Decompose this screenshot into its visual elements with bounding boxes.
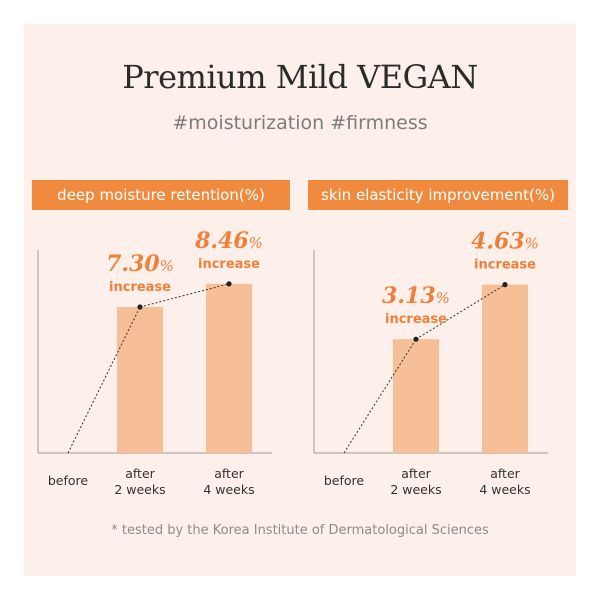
x-tick-label: after 4 weeks: [479, 466, 530, 497]
trend-line-segment: [343, 338, 417, 454]
chart-title-moisture: deep moisture retention(%): [32, 180, 290, 210]
data-point: [137, 304, 143, 310]
value-caption: increase: [385, 312, 447, 327]
hashtags: #moisturization #firmness: [172, 112, 428, 134]
value-label: 8.46%: [194, 228, 263, 254]
x-tick-label: before: [48, 473, 89, 488]
x-tick-label: before: [324, 473, 365, 488]
value-label: 7.30%: [106, 251, 174, 277]
moisture-chart: 7.30% increase 8.46% increase before after 2 w…: [37, 228, 272, 497]
value-caption: increase: [198, 257, 260, 272]
trend-line-segment: [139, 283, 230, 308]
data-point: [413, 336, 419, 342]
x-tick-label: after 4 weeks: [203, 466, 254, 497]
bar-2: [482, 284, 528, 453]
value-label: 4.63%: [471, 229, 539, 255]
data-point: [502, 282, 508, 288]
footnote: * tested by the Korea Institute of Derma…: [111, 523, 489, 538]
value-caption: increase: [109, 280, 171, 295]
x-tick-label: after 2 weeks: [390, 466, 441, 497]
bar-1: [117, 307, 163, 453]
page-title: Premium Mild VEGAN: [122, 58, 478, 96]
data-point: [226, 281, 232, 287]
chart-title-elasticity: skin elasticity improvement(%): [308, 180, 568, 210]
elasticity-chart: 3.13% increase 4.63% increase before after 2 w…: [313, 229, 548, 497]
trend-line-segment: [67, 306, 141, 454]
bar-1: [393, 339, 439, 453]
x-tick-label: after 2 weeks: [114, 466, 165, 497]
value-label: 3.13%: [382, 283, 450, 309]
bar-2: [206, 283, 252, 453]
trend-line-segment: [415, 284, 506, 340]
value-caption: increase: [474, 258, 536, 273]
